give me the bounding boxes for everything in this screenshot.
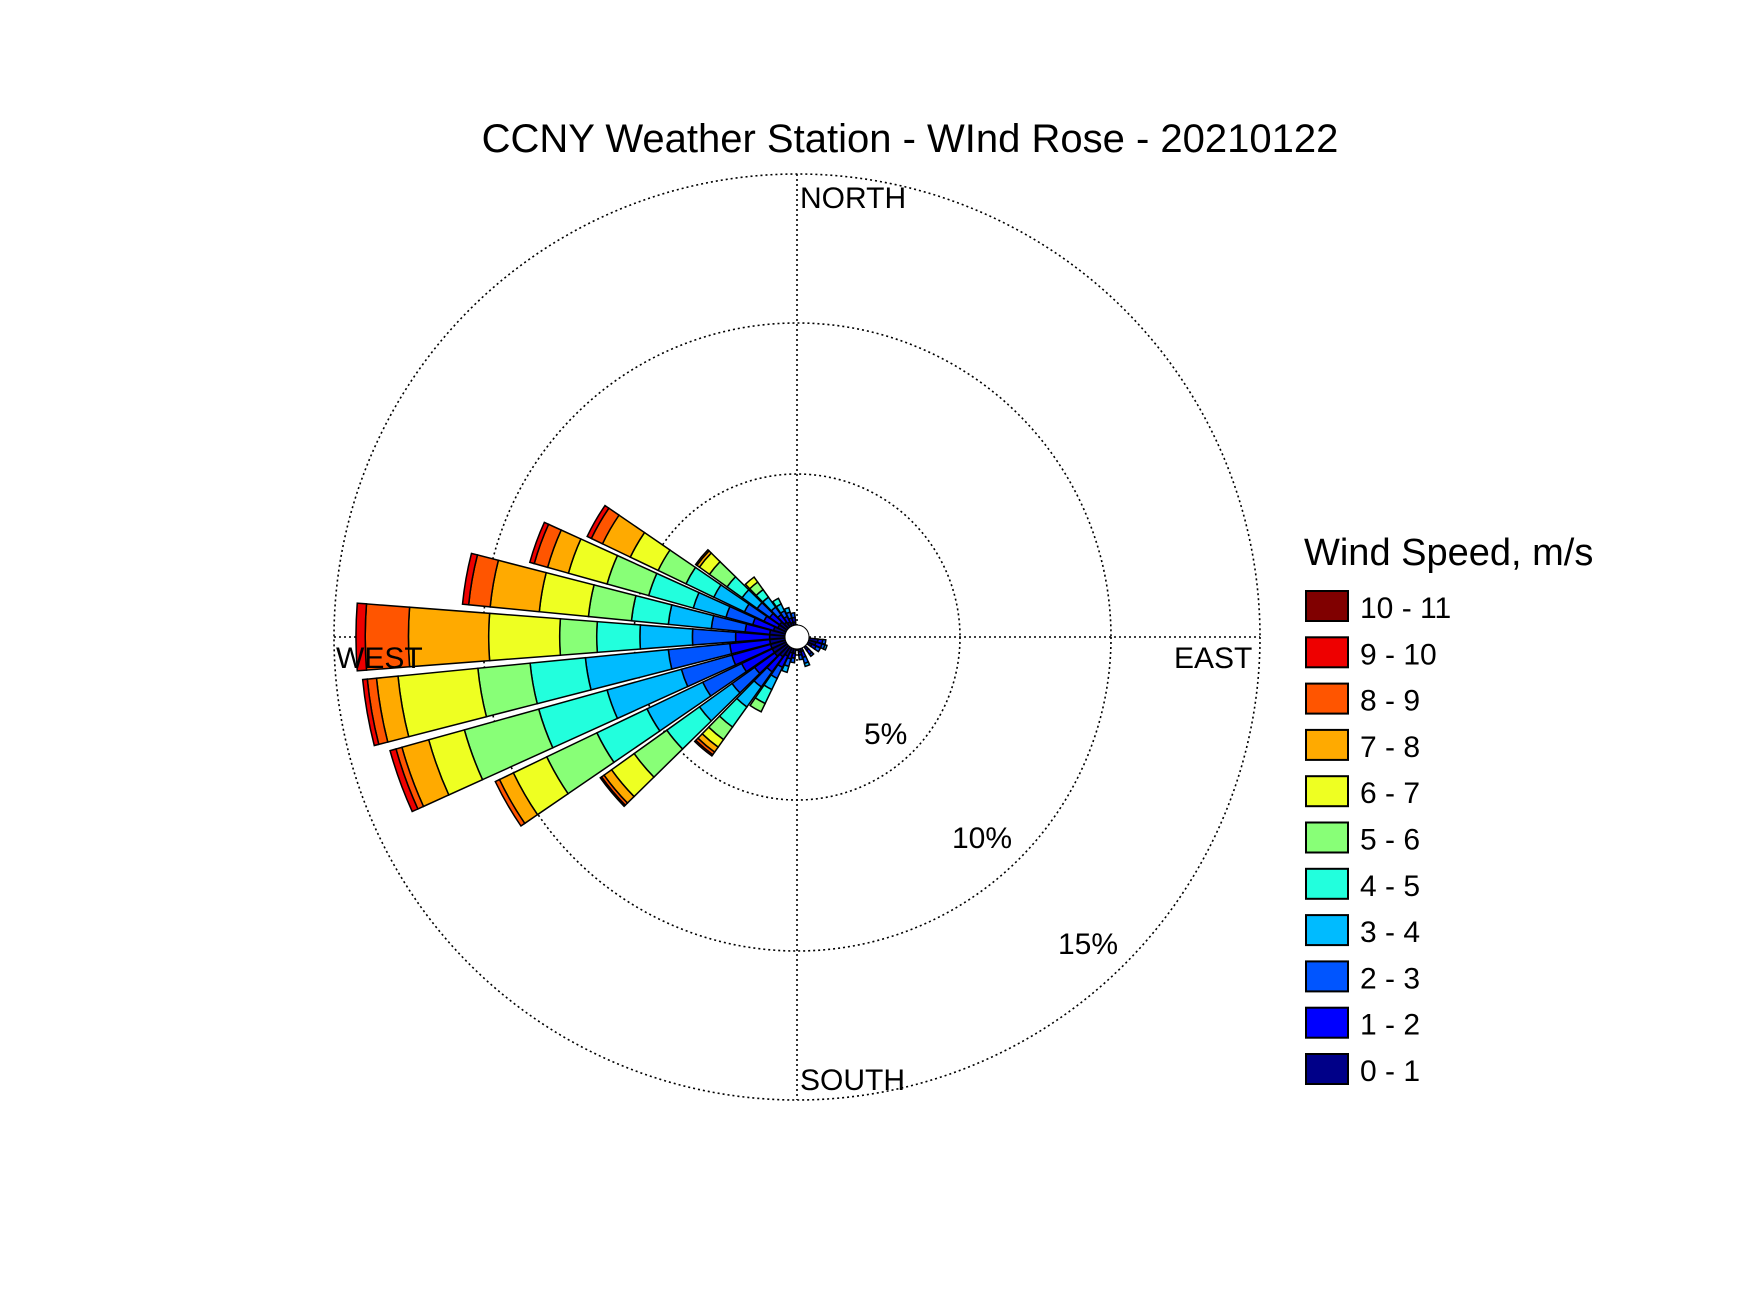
- legend-label: 1 - 2: [1360, 1009, 1420, 1042]
- legend-swatch: [1305, 960, 1349, 993]
- label-west: WEST: [336, 642, 423, 675]
- sector-240-bin-8: [494, 778, 526, 828]
- legend-label: 10 - 11: [1360, 592, 1451, 625]
- sector-270-bin-9: [355, 602, 368, 672]
- legend-swatch: [1305, 1053, 1349, 1085]
- legend-label: 4 - 5: [1360, 870, 1420, 903]
- legend-swatch: [1305, 1006, 1349, 1039]
- ring-label-15: 15%: [1058, 928, 1118, 961]
- sector-170-bin-2: [797, 653, 804, 661]
- calm-center: [784, 624, 810, 650]
- sector-270-bin-5: [558, 617, 599, 657]
- sector-280-bin-6: [538, 571, 595, 618]
- sector-270-bin-3: [639, 624, 694, 650]
- legend-label: 0 - 1: [1360, 1055, 1420, 1088]
- legend-label: 8 - 9: [1360, 685, 1420, 718]
- sector-230-bin-9: [599, 775, 627, 808]
- sector-160-bin-3: [803, 660, 811, 668]
- legend-swatch: [1305, 728, 1349, 761]
- legend-label: 2 - 3: [1360, 962, 1420, 995]
- legend-label: 7 - 8: [1360, 731, 1420, 764]
- legend-swatch: [1305, 590, 1349, 622]
- sector-280-bin-9: [461, 552, 479, 606]
- sector-270-bin-2: [691, 628, 737, 646]
- sector-270-bin-4: [595, 620, 642, 654]
- legend-swatch: [1305, 867, 1349, 900]
- sector-210-bin-5: [749, 696, 767, 713]
- sector-340-bin-3: [783, 606, 791, 615]
- label-north: NORTH: [800, 182, 906, 215]
- legend-swatch: [1305, 914, 1349, 947]
- legend-swatch: [1305, 636, 1349, 669]
- ring-label-5: 5%: [864, 718, 907, 751]
- sector-140-bin-2: [808, 651, 815, 658]
- legend-swatch: [1305, 821, 1349, 854]
- sector-350-bin-2: [790, 611, 796, 619]
- legend: Wind Speed, m/s 10 - 11 9 - 10 8 - 9 7 - 8 6…: [1304, 532, 1593, 1088]
- label-east: EAST: [1174, 642, 1252, 675]
- sector-290-bin-9: [528, 521, 550, 565]
- sector-260-bin-6: [397, 667, 488, 738]
- legend-label: 5 - 6: [1360, 824, 1420, 857]
- sector-260-bin-9: [361, 678, 380, 747]
- sector-260-bin-5: [477, 662, 539, 718]
- legend-swatch: [1305, 682, 1349, 715]
- legend-title: Wind Speed, m/s: [1304, 532, 1593, 574]
- legend-label: 6 - 7: [1360, 777, 1420, 810]
- ring-label-10: 10%: [952, 822, 1012, 855]
- sector-110-bin-3: [822, 643, 828, 651]
- legend-swatch: [1305, 775, 1349, 808]
- sector-220-bin-9: [693, 739, 714, 757]
- legend-label: 9 - 10: [1360, 638, 1437, 671]
- wind-sectors: [355, 504, 828, 828]
- sector-310-bin-8: [694, 548, 711, 567]
- sector-280-bin-7: [489, 559, 548, 613]
- legend-label: 3 - 4: [1360, 916, 1420, 949]
- sector-330-bin-4: [771, 597, 783, 608]
- sector-120-bin-2: [813, 645, 822, 653]
- sector-300-bin-9: [586, 504, 610, 540]
- label-south: SOUTH: [800, 1064, 905, 1097]
- sector-320-bin-6: [744, 576, 759, 590]
- sector-250-bin-9: [389, 748, 419, 813]
- sector-270-bin-6: [487, 612, 562, 662]
- chart-title: CCNY Weather Station - WInd Rose - 20210…: [482, 117, 1339, 161]
